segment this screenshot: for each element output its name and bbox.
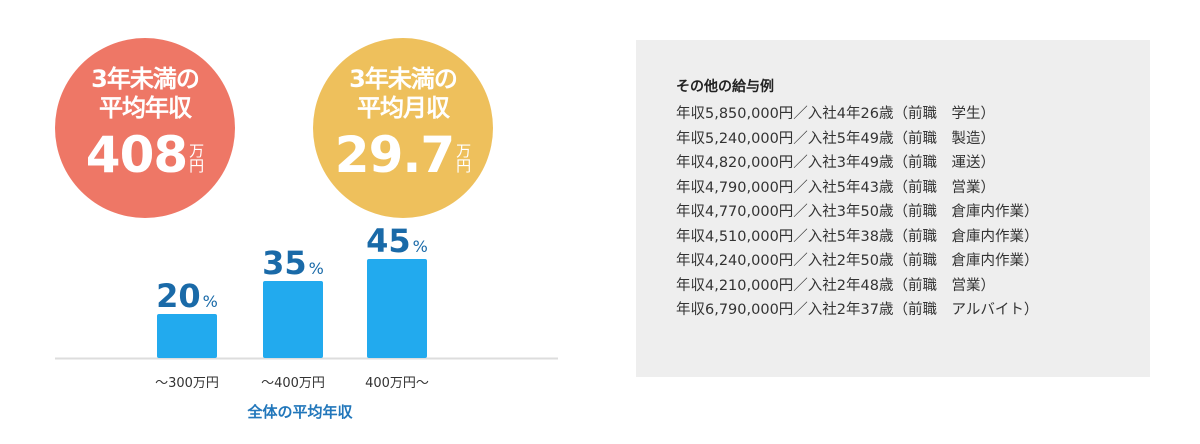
circle-label-line2: 平均月収 bbox=[357, 94, 450, 122]
salary-example-item: 年収4,790,000円／入社5年43歳（前職 営業） bbox=[676, 179, 995, 196]
salary-example-item: 年収4,210,000円／入社2年48歳（前職 営業） bbox=[676, 277, 995, 294]
unit-man: 万 bbox=[456, 142, 472, 160]
bar-value-label: 45% bbox=[366, 222, 428, 260]
salary-example-item: 年収4,240,000円／入社2年50歳（前職 倉庫内作業） bbox=[676, 253, 1039, 269]
x-axis-label: 全体の平均年収 bbox=[247, 403, 353, 421]
panel-title: その他の給与例 bbox=[676, 79, 774, 95]
monthly-income-value: 29.7 bbox=[334, 126, 455, 184]
salary-example-list: 年収5,850,000円／入社4年26歳（前職 学生） 年収5,240,000円／… bbox=[676, 102, 1038, 323]
circle-label-line2: 平均年収 bbox=[99, 94, 192, 122]
income-distribution-bar-chart: 20 % ～300万円 35 % ～400万円 45 % 400万円～ bbox=[55, 222, 558, 391]
category-label: 400万円～ bbox=[365, 376, 429, 391]
category-label: ～400万円 bbox=[261, 376, 325, 391]
bar-value-label: 20% bbox=[156, 277, 218, 315]
circle-value-row: 29.7 万 円 bbox=[335, 130, 471, 180]
average-monthly-income-circle: 3年未満の 平均月収 29.7 万 円 bbox=[313, 38, 493, 218]
unit-label: 万 円 bbox=[189, 144, 204, 174]
bar-2 bbox=[263, 281, 323, 358]
unit-label: 万 円 bbox=[456, 144, 471, 174]
salary-example-item: 年収6,790,000円／入社2年37歳（前職 アルバイト） bbox=[676, 302, 1039, 318]
salary-example-item: 年収4,510,000円／入社5年38歳（前職 倉庫内作業） bbox=[676, 228, 1039, 245]
unit-yen: 円 bbox=[456, 157, 472, 175]
salary-example-item: 年収4,820,000円／入社3年49歳（前職 運送） bbox=[676, 155, 995, 171]
bar-value-label: 35% bbox=[262, 244, 324, 282]
bar-3 bbox=[367, 259, 427, 358]
circle-label-line1: 3年未満の bbox=[349, 65, 458, 93]
salary-example-item: 年収4,770,000円／入社3年50歳（前職 倉庫内作業） bbox=[676, 204, 1039, 220]
salary-example-item: 年収5,240,000円／入社5年49歳（前職 製造） bbox=[676, 130, 995, 147]
unit-yen: 円 bbox=[189, 157, 205, 175]
category-label: ～300万円 bbox=[155, 376, 219, 391]
circle-label-line1: 3年未満の bbox=[91, 65, 200, 93]
bar-1 bbox=[157, 314, 217, 358]
salary-examples-panel: その他の給与例 年収5,850,000円／入社4年26歳（前職 学生） 年収5,2… bbox=[636, 40, 1150, 377]
circle-value-row: 408 万 円 bbox=[86, 130, 204, 180]
annual-income-value: 408 bbox=[85, 126, 188, 184]
average-annual-income-circle: 3年未満の 平均年収 408 万 円 bbox=[55, 38, 235, 218]
salary-example-item: 年収5,850,000円／入社4年26歳（前職 学生） bbox=[676, 106, 995, 122]
unit-man: 万 bbox=[189, 142, 205, 160]
